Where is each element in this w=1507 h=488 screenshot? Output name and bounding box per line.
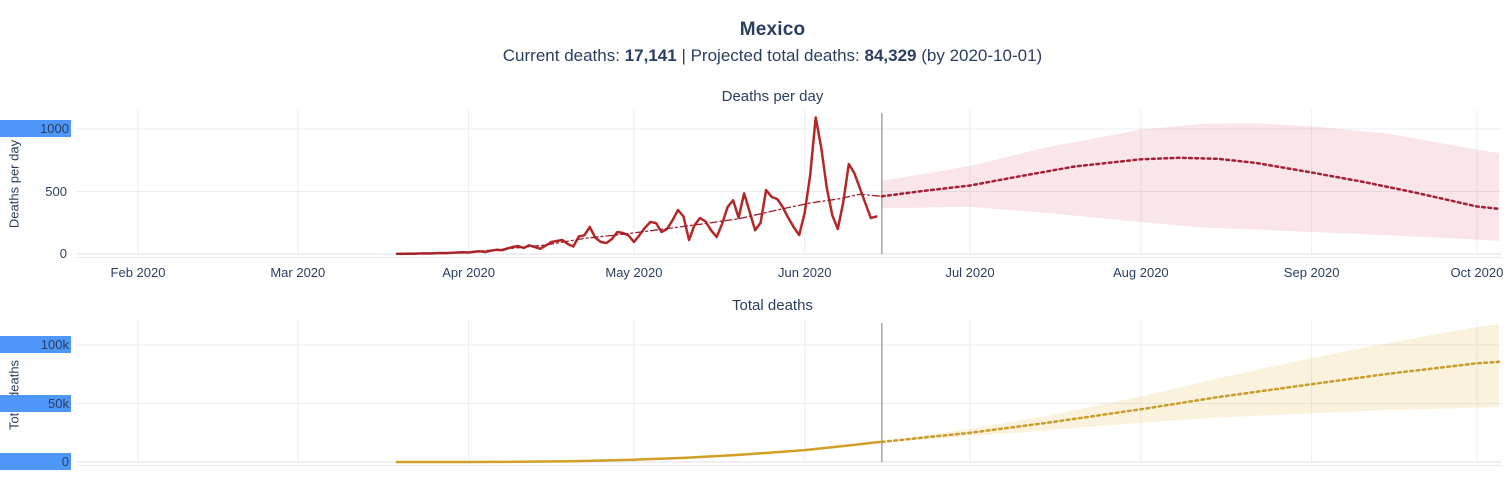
page-subtitle: Current deaths: 17,141 | Projected total… [38,46,1507,66]
x-tick-label: Feb 2020 [110,265,166,280]
x-tick-label: Apr 2020 [442,265,495,280]
total-deaths-uncertainty-band [881,323,1499,443]
current-deaths-value: 17,141 [624,46,677,65]
projected-deaths-value: 84,329 [864,46,917,65]
x-tick-label: Sep 2020 [1283,265,1340,280]
daily-deaths-projected [880,156,1501,211]
y-tick-label: 1000 [0,120,71,137]
y-tick-label: 100k [0,336,71,353]
daily-deaths-trend [396,193,883,255]
daily-deaths-uncertainty-band [881,123,1499,241]
x-tick-label: Jul 2020 [945,265,995,280]
total-deaths-title: Total deaths [732,297,813,314]
subtitle-separator: | [681,46,686,65]
x-tick-label: Jun 2020 [777,265,832,280]
total-deaths-chart[interactable] [0,320,1507,468]
deaths-per-day-title: Deaths per day [721,88,824,105]
total-deaths-actual [395,440,884,464]
projected-deaths-label: Projected total deaths: [690,46,860,65]
y-tick-label: 500 [45,183,67,199]
y-tick-label: 0 [0,453,71,470]
y-tick-label: 50k [0,394,71,412]
deaths-per-day-chart[interactable] [0,108,1507,260]
total-deaths-projected [880,360,1501,444]
x-tick-label: Aug 2020 [1112,265,1169,280]
x-tick-label: Mar 2020 [270,265,326,280]
y-tick-label: 0 [59,246,67,261]
page-title: Mexico [739,19,806,40]
current-deaths-label: Current deaths: [502,46,620,65]
x-tick-label: Oct 2020 [1450,265,1504,280]
projection-date-suffix: (by 2020-10-01) [921,46,1043,65]
x-tick-label: May 2020 [605,265,663,280]
